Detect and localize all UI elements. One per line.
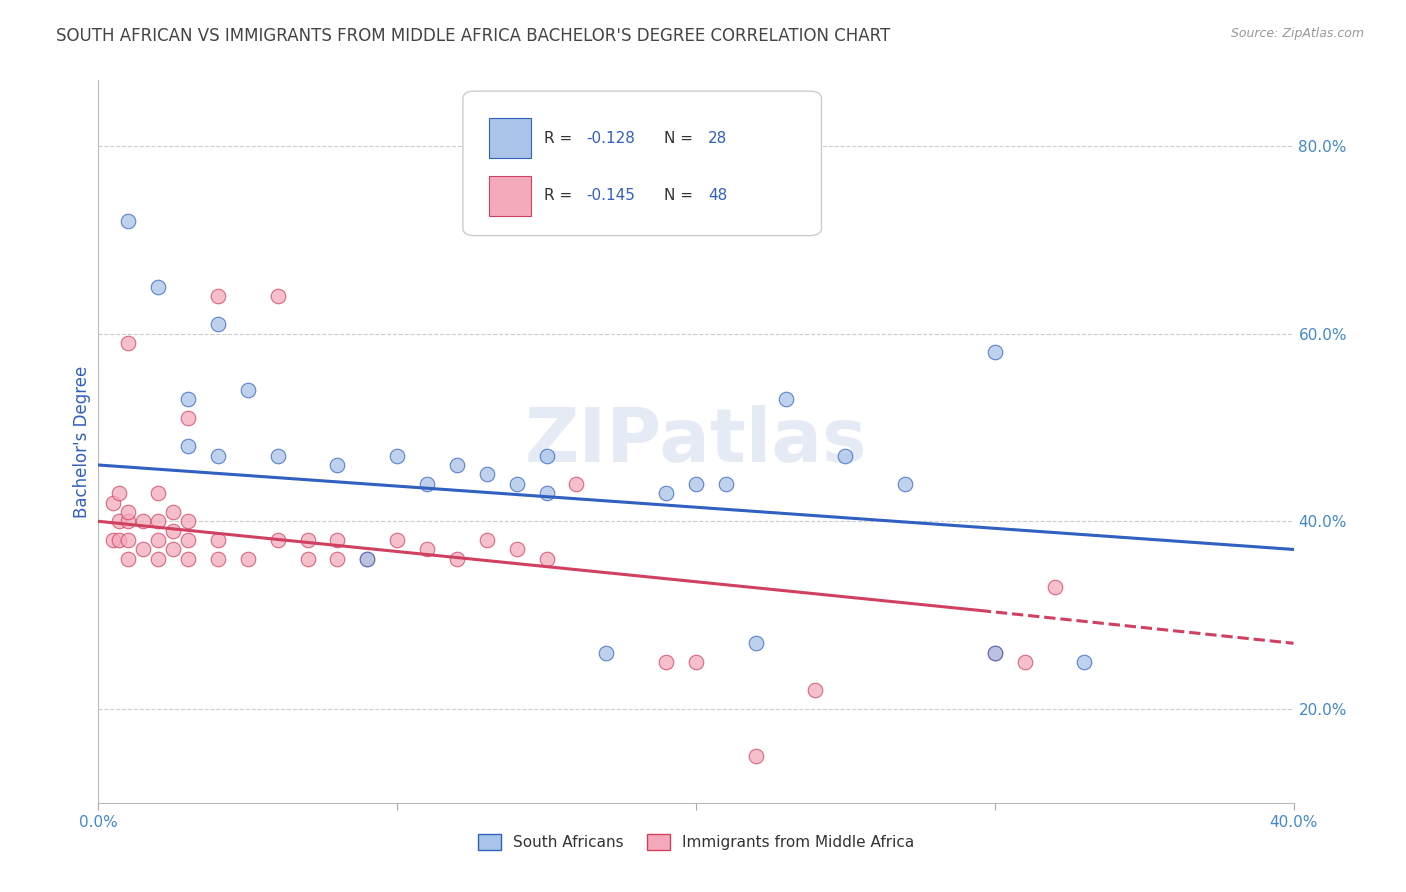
Point	[267, 289, 290, 303]
Point	[207, 551, 229, 566]
Point	[326, 458, 349, 472]
Text: Source: ZipAtlas.com: Source: ZipAtlas.com	[1230, 27, 1364, 40]
Point	[162, 524, 184, 538]
Point	[117, 551, 139, 566]
Point	[148, 514, 170, 528]
Point	[207, 289, 229, 303]
Point	[536, 551, 558, 566]
Point	[267, 533, 290, 547]
Point	[117, 336, 139, 351]
Point	[148, 486, 170, 500]
Text: N =: N =	[664, 188, 697, 203]
Point	[177, 551, 200, 566]
Point	[132, 514, 155, 528]
Point	[326, 551, 349, 566]
Point	[655, 486, 678, 500]
Point	[1014, 655, 1036, 669]
Point	[356, 551, 378, 566]
Point	[103, 533, 125, 547]
Point	[984, 646, 1007, 660]
Point	[565, 476, 588, 491]
Point	[117, 514, 139, 528]
Point	[834, 449, 856, 463]
Point	[506, 542, 529, 557]
Text: R =: R =	[544, 130, 578, 145]
Point	[267, 449, 290, 463]
Point	[385, 449, 409, 463]
Point	[162, 505, 184, 519]
Point	[506, 476, 529, 491]
Point	[804, 683, 827, 698]
Point	[108, 486, 131, 500]
Point	[446, 458, 468, 472]
Point	[685, 655, 707, 669]
Text: 28: 28	[709, 130, 727, 145]
Text: 48: 48	[709, 188, 727, 203]
Text: ZIPatlas: ZIPatlas	[524, 405, 868, 478]
Text: R =: R =	[544, 188, 578, 203]
Point	[984, 345, 1007, 359]
Point	[475, 467, 498, 482]
Point	[103, 495, 125, 509]
Point	[536, 449, 558, 463]
Point	[236, 383, 259, 397]
Point	[117, 505, 139, 519]
Point	[177, 439, 200, 453]
Point	[297, 533, 319, 547]
Point	[595, 646, 617, 660]
Point	[326, 533, 349, 547]
Point	[775, 392, 797, 407]
Point	[117, 214, 139, 228]
Point	[984, 646, 1007, 660]
Point	[148, 533, 170, 547]
Point	[177, 411, 200, 425]
Point	[177, 392, 200, 407]
Point	[148, 551, 170, 566]
Text: -0.128: -0.128	[586, 130, 636, 145]
Point	[108, 514, 131, 528]
Point	[416, 476, 439, 491]
Point	[745, 748, 768, 763]
Point	[475, 533, 498, 547]
Point	[745, 636, 768, 650]
Point	[148, 279, 170, 293]
Point	[132, 542, 155, 557]
Point	[894, 476, 917, 491]
Point	[416, 542, 439, 557]
Point	[162, 542, 184, 557]
Point	[685, 476, 707, 491]
Text: SOUTH AFRICAN VS IMMIGRANTS FROM MIDDLE AFRICA BACHELOR'S DEGREE CORRELATION CHA: SOUTH AFRICAN VS IMMIGRANTS FROM MIDDLE …	[56, 27, 890, 45]
Point	[385, 533, 409, 547]
Point	[536, 486, 558, 500]
Point	[1043, 580, 1066, 594]
FancyBboxPatch shape	[463, 91, 821, 235]
FancyBboxPatch shape	[489, 119, 531, 158]
Y-axis label: Bachelor's Degree: Bachelor's Degree	[73, 366, 91, 517]
Point	[207, 318, 229, 332]
Point	[177, 514, 200, 528]
Point	[297, 551, 319, 566]
Point	[356, 551, 378, 566]
FancyBboxPatch shape	[489, 176, 531, 216]
Point	[117, 533, 139, 547]
Point	[655, 655, 678, 669]
Point	[446, 551, 468, 566]
Text: -0.145: -0.145	[586, 188, 636, 203]
Point	[207, 449, 229, 463]
Point	[714, 476, 737, 491]
Legend: South Africans, Immigrants from Middle Africa: South Africans, Immigrants from Middle A…	[472, 829, 920, 856]
Point	[177, 533, 200, 547]
Point	[236, 551, 259, 566]
Point	[207, 533, 229, 547]
Point	[1073, 655, 1095, 669]
Point	[108, 533, 131, 547]
Text: N =: N =	[664, 130, 697, 145]
